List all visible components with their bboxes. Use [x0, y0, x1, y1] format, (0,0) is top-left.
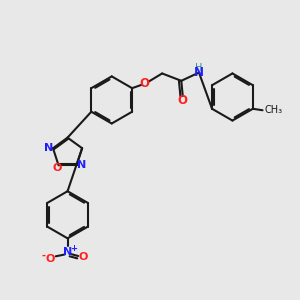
Text: +: +: [70, 244, 77, 253]
Text: O: O: [45, 254, 55, 264]
Text: -: -: [41, 251, 45, 261]
Text: N: N: [76, 160, 86, 170]
Text: O: O: [140, 77, 149, 90]
Text: N: N: [44, 143, 53, 153]
Text: O: O: [79, 253, 88, 262]
Text: CH₃: CH₃: [265, 105, 283, 115]
Text: H: H: [195, 63, 203, 73]
Text: N: N: [194, 66, 204, 79]
Text: O: O: [178, 94, 188, 107]
Text: N: N: [63, 247, 72, 257]
Text: O: O: [52, 163, 62, 173]
